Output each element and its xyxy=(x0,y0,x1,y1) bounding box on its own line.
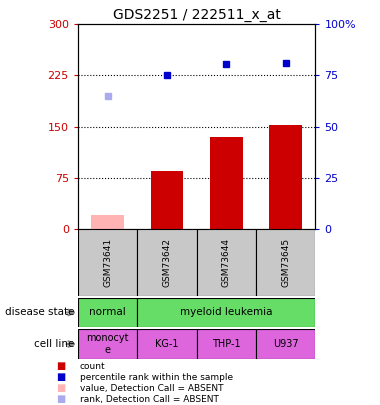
Text: ■: ■ xyxy=(56,394,65,405)
Text: rank, Detection Call = ABSENT: rank, Detection Call = ABSENT xyxy=(80,395,218,404)
Bar xyxy=(78,298,137,327)
Bar xyxy=(137,329,197,359)
Text: THP-1: THP-1 xyxy=(212,339,241,349)
Bar xyxy=(256,329,315,359)
Bar xyxy=(137,298,315,327)
Text: normal: normal xyxy=(89,307,126,318)
Text: GSM73644: GSM73644 xyxy=(222,238,231,287)
Title: GDS2251 / 222511_x_at: GDS2251 / 222511_x_at xyxy=(113,8,280,22)
Text: monocyt
e: monocyt e xyxy=(86,333,129,355)
Text: ■: ■ xyxy=(56,361,65,371)
Bar xyxy=(78,329,137,359)
Bar xyxy=(197,329,256,359)
Text: myeloid leukemia: myeloid leukemia xyxy=(180,307,272,318)
Text: GSM73642: GSM73642 xyxy=(163,238,171,287)
Text: percentile rank within the sample: percentile rank within the sample xyxy=(80,373,233,382)
Text: ■: ■ xyxy=(56,384,65,393)
Bar xyxy=(137,229,197,296)
Bar xyxy=(78,229,137,296)
Bar xyxy=(256,229,315,296)
Text: count: count xyxy=(80,362,105,371)
Text: disease state: disease state xyxy=(5,307,74,318)
Bar xyxy=(91,215,124,229)
Text: GSM73645: GSM73645 xyxy=(281,238,290,287)
Text: KG-1: KG-1 xyxy=(155,339,179,349)
Text: value, Detection Call = ABSENT: value, Detection Call = ABSENT xyxy=(80,384,223,393)
Text: U937: U937 xyxy=(273,339,299,349)
Text: ■: ■ xyxy=(56,373,65,382)
Bar xyxy=(197,229,256,296)
Text: cell line: cell line xyxy=(34,339,74,349)
Text: GSM73641: GSM73641 xyxy=(103,238,112,287)
Bar xyxy=(150,171,183,229)
Bar xyxy=(269,125,302,229)
Bar xyxy=(210,137,243,229)
